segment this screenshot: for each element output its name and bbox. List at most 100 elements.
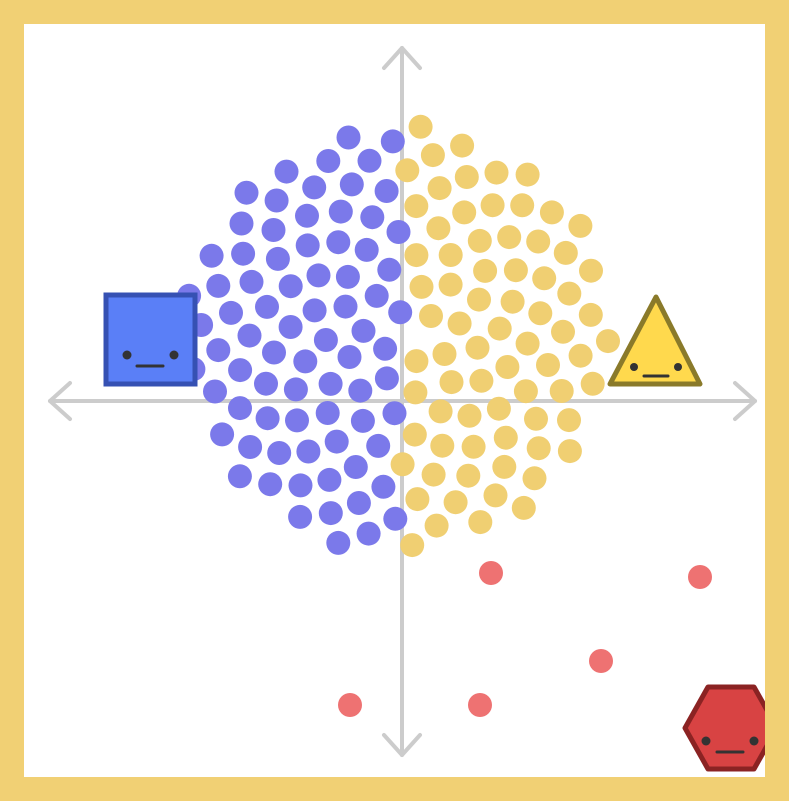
yellow-dot <box>467 228 492 253</box>
yellow-dot <box>524 406 548 431</box>
blue-dot <box>278 274 303 299</box>
red-dot <box>338 693 362 717</box>
yellow-dot <box>450 133 475 158</box>
blue-dot <box>354 237 379 262</box>
blue-dot <box>261 218 286 242</box>
left-arrowhead <box>48 381 72 421</box>
yellow-dot <box>438 272 463 297</box>
yellow-dot <box>532 266 557 291</box>
blue-dot <box>324 429 349 454</box>
blue-dot <box>382 401 407 426</box>
yellow-dot <box>419 304 443 328</box>
blue-dot <box>274 159 299 184</box>
yellow-dot <box>510 193 535 218</box>
yellow-dot <box>443 490 468 515</box>
yellow-dot <box>553 240 578 265</box>
yellow-dot <box>456 463 481 488</box>
hexagon-body <box>682 684 780 772</box>
right-arrowhead <box>733 381 757 421</box>
blue-dot <box>267 441 292 465</box>
yellow-dot <box>452 200 477 225</box>
blue-dot <box>206 273 231 298</box>
blue-dot <box>295 233 320 258</box>
yellow-dot <box>503 258 528 283</box>
blue-dot <box>357 148 382 173</box>
blue-dot <box>265 246 290 271</box>
blue-dot <box>285 408 309 433</box>
blue-dot <box>383 506 408 531</box>
blue-dot <box>239 269 264 294</box>
blue-dot <box>283 377 308 402</box>
blue-dot <box>356 521 381 546</box>
blue-dot <box>288 504 313 529</box>
blue-dot <box>228 396 252 421</box>
blue-dot <box>295 203 319 228</box>
yellow-dot <box>430 433 455 458</box>
yellow-dot <box>404 243 429 268</box>
yellow-dot <box>557 408 581 433</box>
blue-dot <box>371 474 396 499</box>
blue-dot <box>228 358 253 383</box>
blue-dot <box>227 464 252 489</box>
yellow-dot <box>390 452 415 477</box>
yellow-dot <box>568 343 593 368</box>
blue-dot <box>336 125 361 150</box>
yellow-dot <box>539 200 564 225</box>
yellow-dot <box>511 495 536 520</box>
yellow-dot <box>426 216 451 241</box>
triangle-body <box>607 294 703 387</box>
yellow-dot <box>438 243 463 267</box>
blue-dot <box>366 433 391 458</box>
yellow-dot <box>467 287 491 312</box>
blue-dot <box>293 349 318 374</box>
yellow-dot <box>557 439 582 464</box>
yellow-dot <box>405 487 430 512</box>
red-dot <box>589 649 613 673</box>
yellow-dot <box>484 160 509 185</box>
blue-dot <box>302 298 327 323</box>
blue-dot <box>229 211 254 236</box>
blue-dot <box>348 378 373 403</box>
blue-dot <box>302 175 327 200</box>
yellow-dot <box>500 289 525 314</box>
blue-dot <box>254 371 278 396</box>
down-arrowhead <box>382 733 422 757</box>
triangle-character <box>607 294 703 387</box>
blue-dot <box>306 263 331 288</box>
yellow-dot <box>568 213 593 238</box>
blue-dot <box>343 455 368 479</box>
blue-dot <box>210 422 235 447</box>
blue-dot <box>238 435 263 459</box>
yellow-dot <box>439 370 464 395</box>
blue-dot <box>328 199 353 224</box>
blue-dot <box>237 323 262 348</box>
triangle-left-eye <box>630 363 638 371</box>
hexagon-character <box>682 684 780 772</box>
blue-dot <box>360 205 385 230</box>
blue-dot <box>262 340 286 365</box>
blue-dot-cluster <box>177 125 413 555</box>
yellow-dot <box>409 274 434 299</box>
blue-dot <box>350 408 375 433</box>
blue-dot <box>326 230 351 255</box>
blue-dot <box>386 220 411 244</box>
yellow-dot <box>403 380 428 405</box>
yellow-dot <box>522 466 547 491</box>
red-dot <box>688 565 712 589</box>
yellow-dot <box>528 301 553 326</box>
blue-dot <box>380 129 405 154</box>
blue-dot <box>219 300 243 325</box>
hexagon-right-eye <box>749 736 759 746</box>
yellow-dot <box>557 281 582 306</box>
yellow-dot <box>457 403 482 428</box>
blue-dot <box>374 179 399 203</box>
red-dot <box>479 561 503 585</box>
yellow-dot <box>497 225 522 250</box>
yellow-dot <box>515 162 540 187</box>
yellow-dot <box>486 396 511 421</box>
yellow-dot <box>469 368 494 393</box>
yellow-dot <box>420 143 445 168</box>
yellow-dot <box>454 165 479 189</box>
